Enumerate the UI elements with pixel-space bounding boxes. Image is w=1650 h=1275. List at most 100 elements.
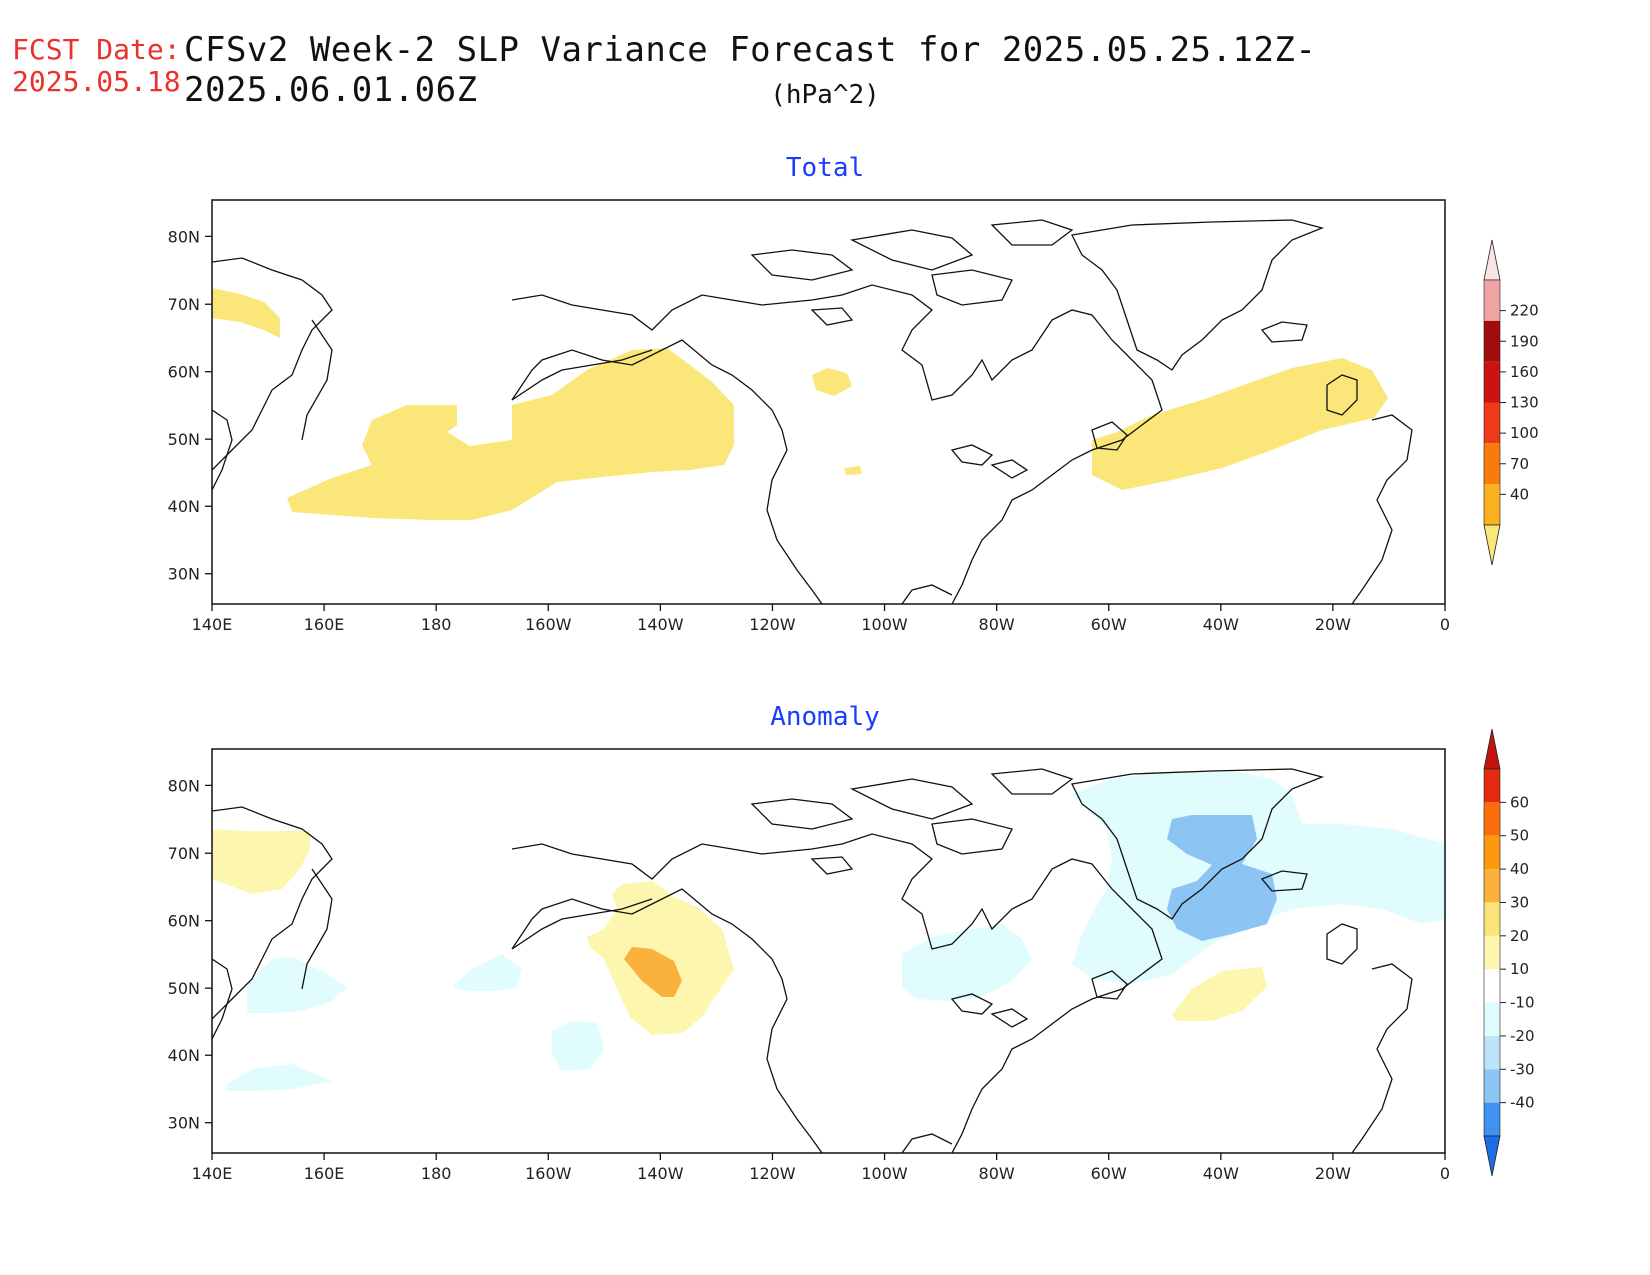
colorbar-swatch: [1484, 902, 1500, 936]
lat-tick-label: 50N: [168, 430, 200, 449]
lon-tick-label: 120W: [749, 615, 796, 634]
anomaly-contour-pos: [1172, 967, 1267, 1021]
anomaly-contour-neg: [247, 957, 347, 1013]
colorbar-label: 30: [1510, 893, 1529, 911]
forecast-date-block: FCST Date: 2025.05.18: [12, 34, 181, 98]
lon-tick-label: 100W: [861, 615, 908, 634]
anomaly-contour-pos2: [624, 947, 682, 997]
colorbar-swatch: [1484, 835, 1500, 870]
lon-tick-label: 40W: [1203, 615, 1239, 634]
colorbar-label: 50: [1510, 827, 1529, 845]
anomaly-contour-neg: [902, 924, 1032, 1001]
lon-tick-label: 20W: [1315, 615, 1351, 634]
lon-tick-label: 140W: [637, 1164, 684, 1183]
units-label: (hPa^2): [770, 80, 880, 110]
lon-tick-label: 180: [421, 615, 452, 634]
lat-tick-label: 70N: [168, 844, 200, 863]
colorbar-label: 70: [1510, 455, 1529, 473]
lat-tick-label: 60N: [168, 912, 200, 931]
colorbar-swatch: [1484, 402, 1500, 444]
lat-tick-label: 80N: [168, 227, 200, 246]
panel-title-anomaly: Anomaly: [770, 702, 880, 732]
lon-tick-label: 120W: [749, 1164, 796, 1183]
anomaly-contour-neg: [552, 1021, 604, 1071]
colorbar-swatch: [1484, 1002, 1500, 1036]
colorbar-label: 10: [1510, 960, 1529, 978]
colorbar-swatch: [1484, 443, 1500, 485]
lon-tick-label: 160W: [525, 615, 572, 634]
lon-tick-label: 140W: [637, 615, 684, 634]
colorbar-label: 160: [1510, 363, 1539, 381]
lon-tick-label: 60W: [1091, 1164, 1127, 1183]
lon-tick-label: 160W: [525, 1164, 572, 1183]
colorbar-label: 220: [1510, 302, 1539, 320]
map-panel-anomaly: [211, 748, 1446, 1154]
page-title: CFSv2 Week-2 SLP Variance Forecast for 2…: [184, 30, 1317, 110]
colorbar-swatch: [1484, 320, 1500, 362]
lon-tick-label: 180: [421, 1164, 452, 1183]
total-contour-40: [844, 466, 862, 475]
anomaly-contour-neg2: [1167, 815, 1277, 941]
colorbar-swatch: [1484, 802, 1500, 836]
map-panel-total: [211, 199, 1446, 605]
colorbar-label: 40: [1510, 485, 1529, 503]
shading-anomaly: [212, 771, 1445, 1091]
colorbar-max-triangle: [1483, 728, 1501, 770]
colorbar-label: 100: [1510, 424, 1539, 442]
lon-tick-label: 60W: [1091, 615, 1127, 634]
lon-tick-label: 100W: [861, 1164, 908, 1183]
colorbar-label: 40: [1510, 860, 1529, 878]
lon-tick-label: 160E: [304, 1164, 345, 1183]
colorbar-swatch: [1484, 280, 1500, 321]
fcst-date: 2025.05.18: [12, 65, 181, 98]
anomaly-contour-neg: [227, 1064, 332, 1091]
colorbar-swatch: [1484, 869, 1500, 903]
colorbar-label: -10: [1510, 994, 1535, 1012]
colorbar-swatch: [1484, 1035, 1500, 1070]
lon-tick-label: 80W: [979, 1164, 1015, 1183]
lat-tick-label: 30N: [168, 1114, 200, 1133]
total-contour-40: [212, 288, 280, 338]
map-frame-anomaly: [211, 748, 1446, 1154]
lon-tick-label: 160E: [304, 615, 345, 634]
anomaly-contour-pos: [212, 829, 310, 894]
colorbar-label: 130: [1510, 394, 1539, 412]
map-frame-total: [211, 199, 1446, 605]
lon-tick-label: 40W: [1203, 1164, 1239, 1183]
lat-tick-label: 30N: [168, 565, 200, 584]
anomaly-contour-neg: [452, 954, 522, 991]
colorbar-swatch: [1484, 484, 1500, 525]
colorbar-swatch: [1484, 1069, 1500, 1103]
lon-tick-label: 140E: [192, 1164, 233, 1183]
colorbar-label: -30: [1510, 1060, 1535, 1078]
lon-tick-label: 20W: [1315, 1164, 1351, 1183]
colorbar-label: -20: [1510, 1027, 1535, 1045]
colorbar-label: 190: [1510, 332, 1539, 350]
colorbar-label: 60: [1510, 793, 1529, 811]
colorbar-swatch: [1484, 1102, 1500, 1136]
colorbar-min-triangle: [1483, 1135, 1501, 1177]
lon-tick-label: 140E: [192, 615, 233, 634]
fcst-label: FCST Date:: [12, 33, 181, 66]
colorbar-label: 20: [1510, 927, 1529, 945]
panel-title-total: Total: [785, 153, 865, 183]
colorbar-min-triangle: [1483, 524, 1501, 566]
lat-tick-label: 60N: [168, 363, 200, 382]
lon-tick-label: 0: [1440, 615, 1450, 634]
colorbar-swatch: [1484, 769, 1500, 803]
shading-total: [212, 288, 1388, 520]
lat-tick-label: 70N: [168, 295, 200, 314]
lat-tick-label: 50N: [168, 979, 200, 998]
colorbar-swatch: [1484, 935, 1500, 970]
colorbar-swatch: [1484, 361, 1500, 403]
lat-tick-label: 40N: [168, 497, 200, 516]
total-contour-40: [287, 348, 734, 520]
lat-tick-label: 40N: [168, 1046, 200, 1065]
colorbar-label: -40: [1510, 1094, 1535, 1112]
lon-tick-label: 80W: [979, 615, 1015, 634]
colorbar-max-triangle: [1483, 239, 1501, 281]
lon-tick-label: 0: [1440, 1164, 1450, 1183]
total-contour-40: [812, 368, 852, 396]
colorbar-swatch: [1484, 969, 1500, 1003]
